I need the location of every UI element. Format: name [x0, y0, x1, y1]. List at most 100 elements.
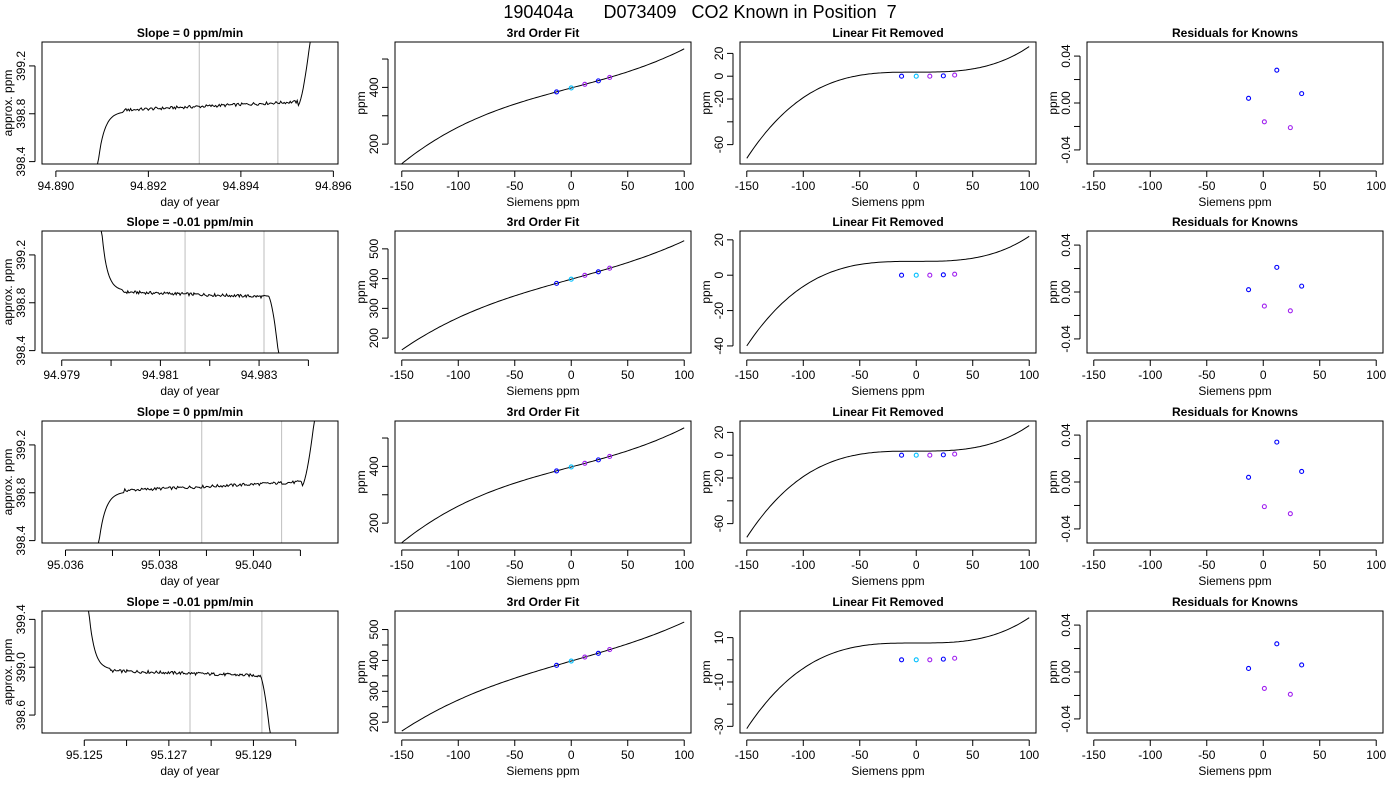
y-tick-label: 200: [367, 328, 381, 348]
figure-title: 190404a D073409 CO2 Known in Position 7: [503, 2, 897, 22]
x-tick-label: -100: [791, 558, 815, 572]
y-tick-label: 0.04: [1059, 613, 1073, 637]
x-tick-label: -100: [446, 748, 470, 762]
x-tick-label: 100: [674, 368, 694, 382]
ppm-trace: [100, 231, 280, 353]
plot-frame: [1086, 41, 1384, 165]
y-axis-label: approx. ppm: [1, 449, 15, 516]
x-axis-label: Siemens ppm: [1198, 574, 1271, 588]
x-tick-label: -50: [1198, 748, 1216, 762]
x-axis-label: Siemens ppm: [506, 384, 579, 398]
y-tick-label: -0.04: [1059, 136, 1073, 164]
y-tick-label: -30: [712, 717, 726, 735]
x-tick-label: 100: [1019, 558, 1039, 572]
known-point: [1274, 67, 1280, 73]
x-tick-label: -150: [735, 179, 759, 193]
x-tick-label: 50: [1313, 368, 1327, 382]
known-point: [927, 272, 933, 278]
known-point: [1274, 641, 1280, 647]
panel-title: Slope = 0 ppm/min: [137, 405, 243, 419]
known-point: [582, 81, 588, 87]
panel-title: Linear Fit Removed: [832, 215, 943, 229]
fit-curve: [401, 427, 685, 543]
plot-area: [100, 231, 280, 353]
x-tick-label: -150: [390, 179, 414, 193]
x-tick-label: -150: [1082, 558, 1106, 572]
y-tick-label: 200: [367, 134, 381, 154]
x-tick-label: -100: [791, 179, 815, 193]
plot-area: [97, 42, 311, 164]
center-point: [568, 464, 574, 470]
plot-frame: [394, 41, 692, 165]
plot-area: [1246, 67, 1305, 131]
known-point: [940, 452, 946, 458]
x-tick-label: 94.983: [241, 368, 278, 382]
x-tick-label: -50: [506, 368, 524, 382]
y-axis-label: approx. ppm: [1, 70, 15, 137]
panel-14: 3rd Order Fit -150 -100 -50 0 50 100 200 300 400 5…: [354, 595, 695, 778]
x-axis-label: Siemens ppm: [1198, 384, 1271, 398]
plot-area: [1246, 641, 1305, 697]
panel-10: 3rd Order Fit -150 -100 -50 0 50 100 200 400 Siem…: [354, 405, 695, 588]
y-tick-label: 400: [367, 268, 381, 288]
known-point: [1287, 125, 1293, 131]
panel-4: Residuals for Knowns -150 -100 -50 0 50 100 -0.…: [1046, 26, 1387, 209]
x-tick-label: -50: [506, 748, 524, 762]
plot-frame: [739, 41, 1037, 165]
fit-curve: [746, 235, 1030, 347]
y-axis-label: ppm: [1046, 660, 1060, 683]
known-point: [899, 452, 905, 458]
center-point: [568, 658, 574, 664]
y-tick-label: 399.4: [14, 604, 28, 634]
panel-title: Residuals for Knowns: [1172, 405, 1298, 419]
plot-area: [401, 427, 685, 543]
y-tick-label: -0.04: [1059, 515, 1073, 543]
y-axis-label: ppm: [354, 470, 368, 493]
x-tick-label: -50: [1198, 558, 1216, 572]
y-axis-label: ppm: [1046, 470, 1060, 493]
x-tick-label: -50: [1198, 179, 1216, 193]
y-tick-label: 20: [712, 425, 726, 439]
ppm-trace: [88, 611, 271, 733]
plot-area: [1246, 439, 1305, 517]
y-axis-label: ppm: [1046, 280, 1060, 303]
plot-frame: [394, 230, 692, 354]
x-tick-label: 100: [1366, 748, 1386, 762]
y-tick-label: -60: [712, 136, 726, 154]
plot-area: [746, 46, 1030, 159]
panel-12: Residuals for Knowns -150 -100 -50 0 50 100 -0.…: [1046, 405, 1387, 588]
known-point: [595, 269, 601, 275]
known-point: [1261, 303, 1267, 309]
x-tick-label: -100: [791, 748, 815, 762]
known-point: [582, 654, 588, 660]
x-tick-label: -150: [390, 368, 414, 382]
panel-title: Linear Fit Removed: [832, 595, 943, 609]
panel-title: 3rd Order Fit: [507, 405, 580, 419]
x-tick-label: 0: [913, 179, 920, 193]
x-tick-label: 95.038: [141, 558, 178, 572]
plot-frame: [739, 420, 1037, 544]
plot-frame: [394, 610, 692, 734]
y-axis-label: ppm: [699, 91, 713, 114]
y-tick-label: 0: [712, 452, 726, 459]
x-tick-label: 100: [1019, 368, 1039, 382]
x-tick-label: 50: [966, 179, 980, 193]
y-tick-label: 398.6: [14, 700, 28, 730]
x-tick-label: 100: [1366, 368, 1386, 382]
x-axis-label: Siemens ppm: [851, 384, 924, 398]
known-point: [940, 73, 946, 79]
plot-frame: [1086, 610, 1384, 734]
x-tick-label: 94.979: [43, 368, 80, 382]
known-point: [595, 78, 601, 84]
x-tick-label: 94.896: [315, 179, 352, 193]
known-point: [1299, 91, 1305, 97]
y-tick-label: 20: [712, 46, 726, 60]
known-point: [554, 468, 560, 474]
known-point: [1246, 95, 1252, 101]
known-point: [1246, 474, 1252, 480]
x-axis-label: day of year: [160, 195, 219, 209]
known-point: [582, 460, 588, 466]
x-tick-label: 0: [1260, 558, 1267, 572]
x-tick-label: -50: [851, 558, 869, 572]
